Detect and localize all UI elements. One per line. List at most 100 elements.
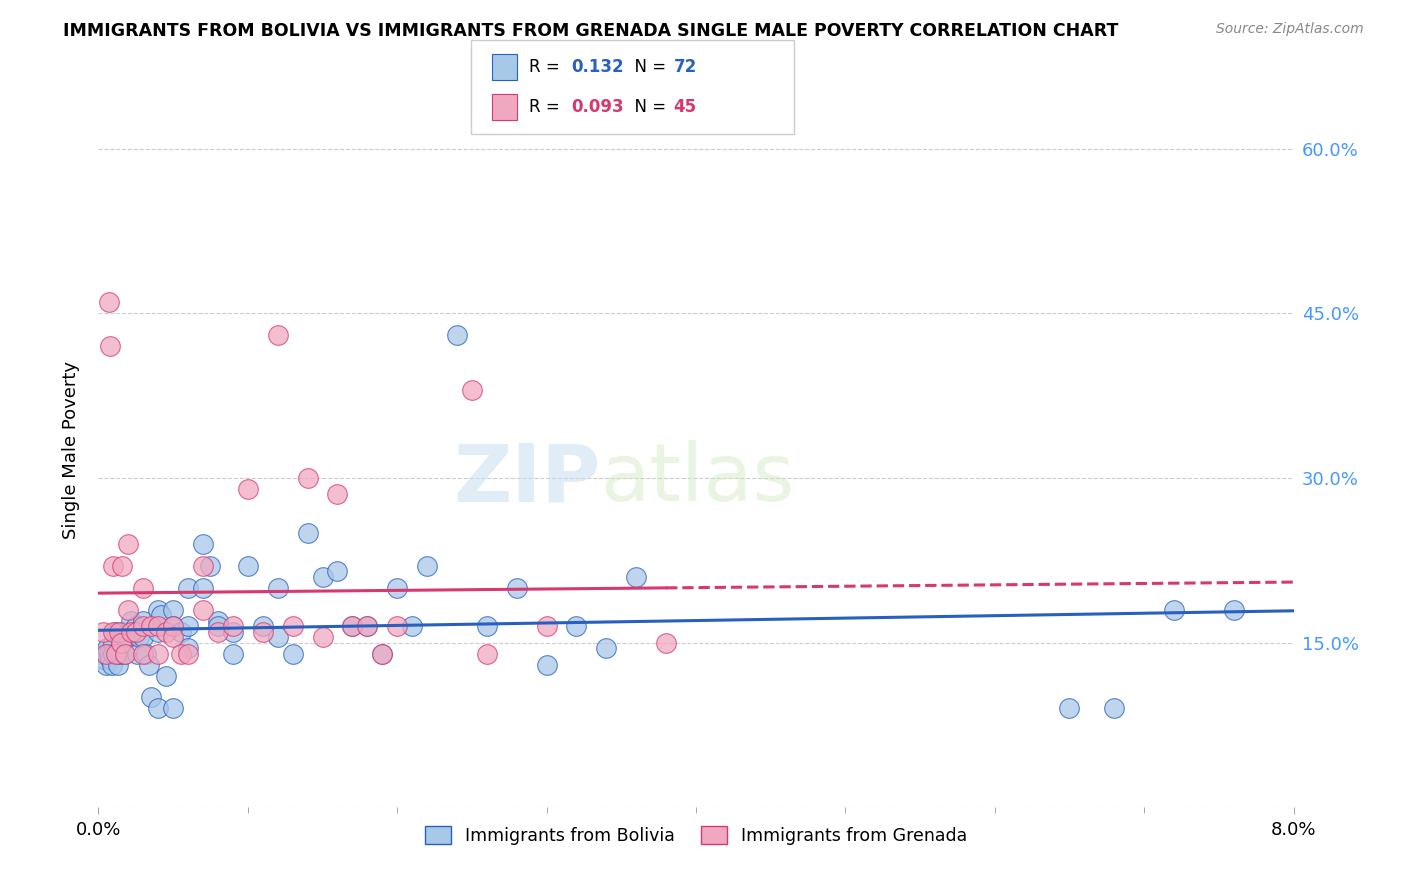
Point [132, 581, 155, 595]
Point [267, 581, 290, 595]
Point [252, 624, 274, 639]
Text: Source: ZipAtlas.com: Source: ZipAtlas.com [1216, 22, 1364, 37]
Point [138, 657, 160, 672]
Point [207, 624, 229, 639]
Point [110, 635, 132, 649]
Point [101, 657, 124, 672]
Point [371, 647, 394, 661]
Point [148, 624, 170, 639]
Point [177, 581, 200, 595]
Point [326, 564, 349, 578]
Point [103, 647, 125, 661]
Point [98, 652, 122, 666]
Point [1104, 701, 1126, 715]
Point [162, 630, 184, 644]
Point [120, 624, 142, 639]
Point [177, 641, 200, 656]
Point [110, 635, 132, 649]
Point [103, 558, 125, 573]
Text: atlas: atlas [600, 440, 794, 518]
Point [236, 558, 259, 573]
Text: 72: 72 [673, 58, 697, 76]
Point [297, 525, 319, 540]
Point [148, 602, 170, 616]
Point [108, 647, 131, 661]
Point [1223, 602, 1246, 616]
Point [125, 624, 148, 639]
Point [132, 614, 155, 628]
Point [385, 619, 409, 633]
Point [207, 614, 229, 628]
Point [108, 624, 131, 639]
Point [475, 647, 498, 661]
Point [207, 619, 229, 633]
Point [148, 647, 170, 661]
Point [267, 328, 290, 343]
Text: 0.093: 0.093 [571, 98, 623, 116]
Point [105, 647, 128, 661]
Point [148, 701, 170, 715]
Point [139, 619, 162, 633]
Point [1059, 701, 1081, 715]
Point [342, 619, 364, 633]
Point [281, 647, 304, 661]
Point [281, 619, 304, 633]
Point [595, 641, 617, 656]
Text: 0.132: 0.132 [571, 58, 623, 76]
Point [385, 581, 409, 595]
Point [132, 619, 155, 633]
Point [125, 619, 148, 633]
Point [94, 657, 117, 672]
Point [117, 537, 139, 551]
Point [475, 619, 498, 633]
Point [506, 581, 529, 595]
Legend: Immigrants from Bolivia, Immigrants from Grenada: Immigrants from Bolivia, Immigrants from… [418, 820, 974, 852]
Point [114, 647, 136, 661]
Point [536, 657, 558, 672]
Point [356, 619, 378, 633]
Text: N =: N = [624, 98, 672, 116]
Point [162, 602, 184, 616]
Point [655, 635, 678, 649]
Point [162, 619, 184, 633]
Point [117, 602, 139, 616]
Point [135, 647, 157, 661]
Point [311, 570, 333, 584]
Point [356, 619, 378, 633]
Point [103, 635, 125, 649]
Point [177, 619, 200, 633]
Point [117, 630, 139, 644]
Point [1163, 602, 1185, 616]
Point [91, 652, 114, 666]
Point [326, 487, 349, 501]
Point [114, 630, 136, 644]
Point [155, 624, 177, 639]
Point [139, 690, 162, 705]
Text: ZIP: ZIP [453, 440, 600, 518]
Text: N =: N = [624, 58, 672, 76]
Point [97, 295, 120, 310]
Point [416, 558, 439, 573]
Point [93, 647, 115, 661]
Point [98, 339, 122, 353]
Point [191, 581, 214, 595]
Text: 45: 45 [673, 98, 696, 116]
Point [117, 624, 139, 639]
Text: R =: R = [529, 58, 565, 76]
Point [252, 619, 274, 633]
Point [200, 558, 222, 573]
Point [267, 630, 290, 644]
Point [371, 647, 394, 661]
Point [124, 624, 146, 639]
Point [120, 614, 142, 628]
Point [162, 701, 184, 715]
Point [132, 647, 155, 661]
Point [177, 647, 200, 661]
Point [461, 383, 484, 397]
Point [401, 619, 423, 633]
Point [111, 558, 134, 573]
Point [222, 619, 245, 633]
Point [222, 647, 245, 661]
Point [626, 570, 648, 584]
Point [94, 647, 117, 661]
